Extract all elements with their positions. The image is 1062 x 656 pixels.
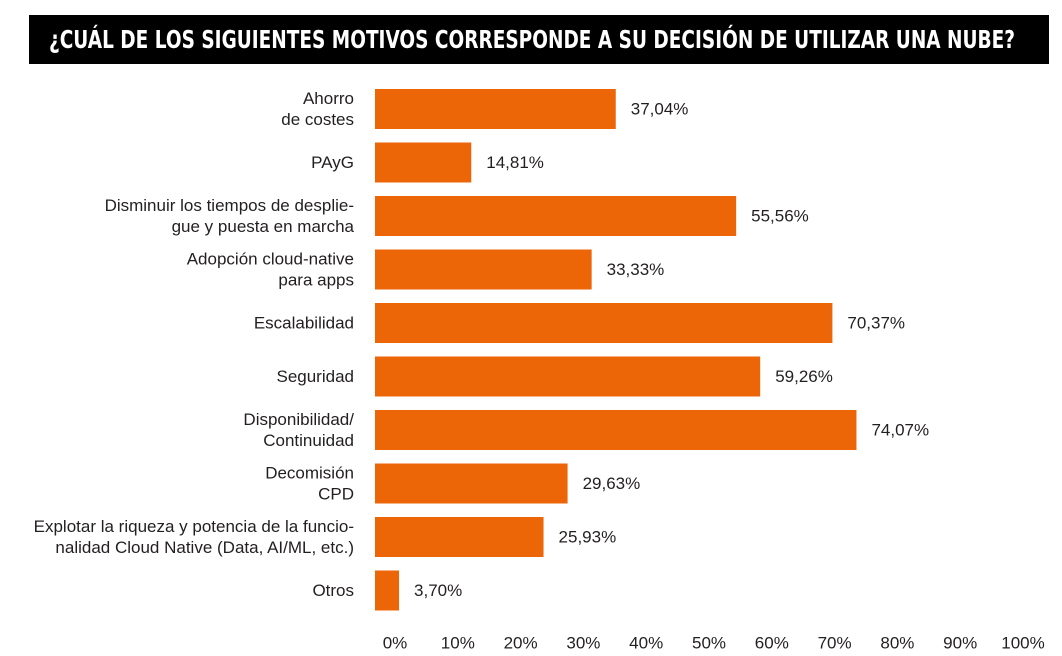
title-bar: ¿CUÁL DE LOS SIGUIENTES MOTIVOS CORRESPO…: [29, 15, 1049, 64]
bar: [375, 249, 592, 290]
value-label: 55,56%: [751, 207, 809, 226]
bar: [375, 463, 568, 504]
value-label: 3,70%: [414, 581, 462, 600]
x-tick-label: 0%: [383, 634, 408, 653]
value-label: 14,81%: [486, 153, 544, 172]
bar: [375, 142, 472, 183]
bar: [375, 89, 616, 129]
x-tick-label: 40%: [629, 634, 663, 653]
x-tick-label: 50%: [692, 634, 726, 653]
value-label: 37,04%: [631, 100, 689, 119]
category-label: PAyG: [311, 153, 354, 172]
chart-title: ¿CUÁL DE LOS SIGUIENTES MOTIVOS CORRESPO…: [49, 25, 1016, 54]
bar: [375, 570, 400, 611]
value-label: 70,37%: [847, 314, 905, 333]
category-label: Decomisión: [265, 464, 354, 483]
x-tick-label: 70%: [818, 634, 852, 653]
category-label: de costes: [281, 110, 354, 129]
value-label: 74,07%: [871, 421, 929, 440]
x-tick-label: 90%: [943, 634, 977, 653]
x-tick-label: 80%: [880, 634, 914, 653]
bar: [375, 196, 737, 236]
category-label: Continuidad: [263, 431, 354, 450]
x-tick-label: 100%: [1001, 634, 1044, 653]
bar: [375, 303, 833, 343]
category-label: Explotar la riqueza y potencia de la fun…: [34, 517, 354, 536]
category-label: CPD: [318, 485, 354, 504]
category-label: Disponibilidad/: [243, 410, 354, 429]
bar: [375, 356, 761, 397]
x-tick-label: 20%: [504, 634, 538, 653]
category-label: Otros: [312, 581, 354, 600]
category-label: Escalabilidad: [254, 314, 354, 333]
bar: [375, 410, 857, 450]
category-label: nalidad Cloud Native (Data, AI/ML, etc.): [55, 538, 354, 557]
category-label: Seguridad: [276, 367, 354, 386]
category-label: Ahorro: [303, 89, 354, 108]
value-label: 29,63%: [583, 474, 641, 493]
bar: [375, 517, 544, 557]
category-label: para apps: [278, 271, 354, 290]
value-label: 59,26%: [775, 367, 833, 386]
category-label: Disminuir los tiempos de desplie-: [105, 196, 354, 215]
value-label: 33,33%: [607, 260, 665, 279]
x-tick-label: 60%: [755, 634, 789, 653]
category-label: gue y puesta en marcha: [172, 217, 355, 236]
x-tick-label: 30%: [566, 634, 600, 653]
x-tick-label: 10%: [441, 634, 475, 653]
value-label: 25,93%: [559, 528, 617, 547]
category-label: Adopción cloud-native: [187, 250, 354, 269]
